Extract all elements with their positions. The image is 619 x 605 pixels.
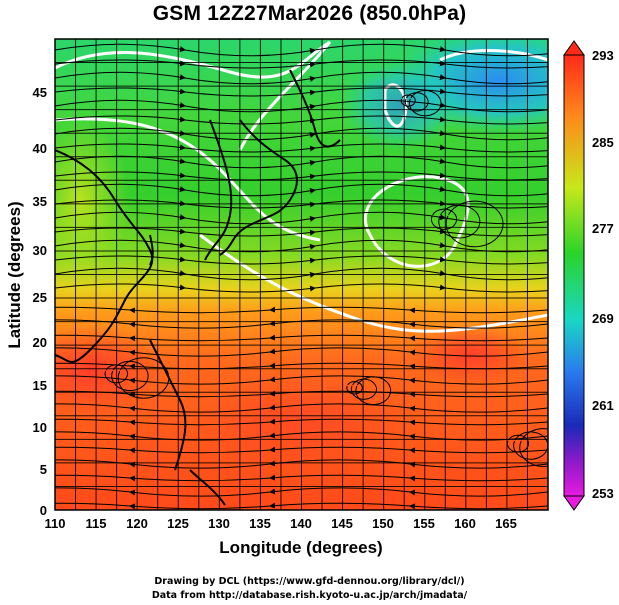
y-axis-ticks: 0 5 10 15 20 25 30 35 40 45 bbox=[33, 85, 47, 518]
credit-drawing: Drawing by DCL (https://www.gfd-dennou.o… bbox=[154, 576, 465, 587]
streamline bbox=[55, 183, 548, 197]
streamline bbox=[55, 99, 548, 113]
y-tick-label: 40 bbox=[33, 141, 47, 156]
y-tick-label: 20 bbox=[33, 335, 47, 350]
x-tick-label: 110 bbox=[45, 516, 66, 531]
x-tick-label: 125 bbox=[167, 516, 189, 531]
streamline bbox=[55, 87, 548, 97]
streamline bbox=[111, 360, 149, 392]
streamline bbox=[104, 364, 129, 384]
colorbar-label: 269 bbox=[592, 311, 614, 326]
streamline bbox=[404, 92, 429, 112]
streamline bbox=[55, 375, 548, 385]
graticule-grid bbox=[55, 39, 548, 510]
streamline bbox=[55, 43, 548, 57]
streamline bbox=[55, 171, 548, 181]
colorbar-label: 261 bbox=[592, 398, 614, 413]
streamline bbox=[55, 306, 548, 314]
y-tick-label: 25 bbox=[33, 290, 47, 305]
y-tick-label: 5 bbox=[40, 462, 47, 477]
streamline bbox=[400, 94, 416, 107]
streamline bbox=[355, 376, 392, 406]
x-tick-label: 120 bbox=[126, 516, 148, 531]
streamline bbox=[55, 347, 548, 357]
wind-streamlines bbox=[55, 43, 548, 510]
colorbar-label: 277 bbox=[592, 221, 614, 236]
streamline bbox=[55, 403, 548, 413]
streamline bbox=[55, 390, 548, 398]
streamline bbox=[445, 200, 504, 248]
colorbar-label: 293 bbox=[592, 48, 614, 63]
streamline bbox=[55, 71, 548, 85]
x-tick-label: 115 bbox=[86, 516, 107, 531]
x-tick-label: 150 bbox=[372, 516, 394, 531]
streamline bbox=[55, 143, 548, 153]
streamline bbox=[55, 255, 548, 265]
colorbar: 293 285 277 269 261 253 bbox=[563, 40, 614, 511]
y-tick-label: 10 bbox=[33, 420, 47, 435]
x-tick-label: 165 bbox=[495, 516, 517, 531]
x-axis-title: Longitude (degrees) bbox=[219, 538, 382, 557]
x-tick-label: 155 bbox=[413, 516, 435, 531]
y-axis-title: Latitude (degrees) bbox=[5, 201, 24, 348]
streamline bbox=[55, 211, 548, 225]
streamline bbox=[350, 378, 377, 400]
streamline bbox=[346, 381, 363, 395]
x-axis-ticks: 110 115 120 125 130 135 140 145 150 155 … bbox=[45, 516, 517, 531]
credit-data-source: Data from http://database.rish.kyoto-u.a… bbox=[151, 590, 468, 601]
streamline bbox=[513, 431, 548, 460]
streamline bbox=[55, 446, 548, 454]
streamline bbox=[55, 502, 548, 510]
chart-title: GSM 12Z27Mar2026 (850.0hPa) bbox=[152, 2, 467, 25]
y-tick-label: 15 bbox=[33, 378, 47, 393]
x-tick-label: 160 bbox=[454, 516, 476, 531]
temperature-field bbox=[55, 39, 548, 510]
plot-frame bbox=[54, 38, 549, 511]
streamline bbox=[55, 334, 548, 342]
colorbar-scale bbox=[563, 54, 585, 497]
streamline bbox=[55, 127, 548, 141]
streamline bbox=[55, 319, 548, 329]
y-tick-label: 45 bbox=[33, 85, 47, 100]
coastlines bbox=[55, 69, 341, 506]
streamline bbox=[55, 227, 548, 237]
x-tick-label: 130 bbox=[208, 516, 230, 531]
x-tick-label: 145 bbox=[331, 516, 353, 531]
streamline bbox=[55, 418, 548, 426]
streamline bbox=[519, 428, 548, 467]
colorbar-label: 285 bbox=[592, 135, 614, 150]
x-tick-label: 140 bbox=[290, 516, 312, 531]
streamline bbox=[55, 459, 548, 469]
colorbar-top-arrow bbox=[563, 40, 585, 56]
y-tick-label: 35 bbox=[33, 194, 47, 209]
x-tick-label: 135 bbox=[249, 516, 271, 531]
streamline bbox=[55, 115, 548, 125]
colorbar-bottom-arrow bbox=[563, 495, 585, 511]
streamline bbox=[55, 59, 548, 69]
streamline bbox=[55, 487, 548, 497]
streamline bbox=[55, 474, 548, 482]
streamline bbox=[55, 283, 548, 293]
colorbar-label: 253 bbox=[592, 486, 614, 501]
y-tick-label: 0 bbox=[40, 503, 47, 518]
streamline bbox=[430, 208, 458, 230]
y-tick-label: 30 bbox=[33, 243, 47, 258]
